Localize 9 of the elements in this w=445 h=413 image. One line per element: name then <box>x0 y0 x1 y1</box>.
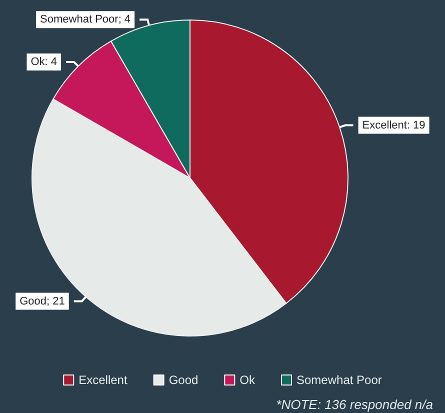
legend-label: Ok <box>240 373 256 387</box>
data-label: Ok: 4 <box>30 56 58 68</box>
legend-label: Good <box>168 373 198 387</box>
legend-label: Excellent <box>78 373 128 387</box>
text: *NOTE: 136 responded n/a <box>276 397 434 412</box>
data-label: Good; 21 <box>20 295 65 308</box>
data-label: Somewhat Poor; 4 <box>40 14 131 26</box>
legend-label: Somewhat Poor <box>296 373 382 387</box>
data-label: Excellent: 19 <box>362 119 426 132</box>
